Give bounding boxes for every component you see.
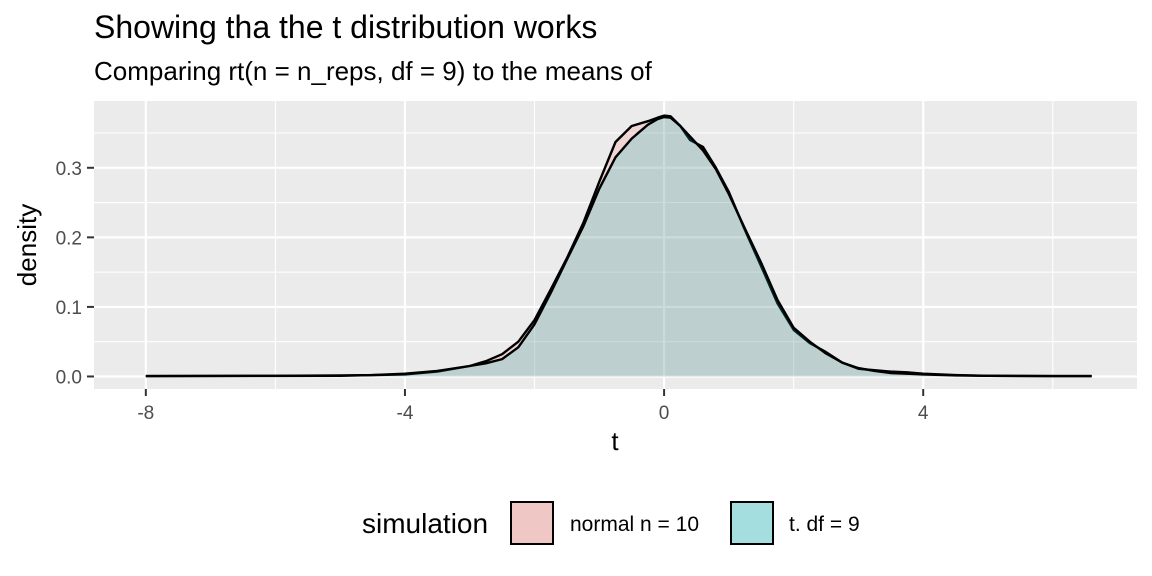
- x-tick-label: -4: [397, 403, 414, 424]
- chart-title: Showing tha the t distribution works: [94, 9, 597, 45]
- density-area-normal: [145, 115, 1092, 377]
- legend-label-normal: normal n = 10: [570, 513, 699, 536]
- y-axis-label: density: [12, 204, 42, 286]
- legend-label-t: t. df = 9: [789, 513, 860, 536]
- plot-panel: [94, 101, 1137, 389]
- x-tick-label: -8: [137, 403, 154, 424]
- y-tick-label: 0.2: [56, 228, 82, 249]
- legend-title: simulation: [362, 508, 488, 539]
- density-line-t: [145, 115, 1092, 378]
- x-axis-label: t: [611, 426, 619, 456]
- grid-lines: [94, 101, 1137, 389]
- density-areas: [145, 114, 1092, 378]
- y-tick-label: 0.1: [56, 298, 82, 319]
- legend-swatch-t: [730, 501, 774, 545]
- x-tick-label: 4: [918, 403, 929, 424]
- density-area-t: [145, 117, 1092, 377]
- axes: -8 -4 0 4 0.0 0.1 0.2 0.3: [56, 159, 929, 424]
- chart-subtitle: Comparing rt(n = n_reps, df = 9) to the …: [94, 56, 653, 86]
- legend: simulation normal n = 10 t. df = 9: [362, 501, 860, 545]
- y-tick-label: 0.0: [56, 367, 82, 388]
- legend-swatch-normal: [510, 501, 554, 545]
- legend-key-normal: [511, 502, 553, 544]
- y-tick-label: 0.3: [56, 159, 82, 180]
- legend-key-t: [731, 502, 773, 544]
- x-tick-label: 0: [659, 403, 670, 424]
